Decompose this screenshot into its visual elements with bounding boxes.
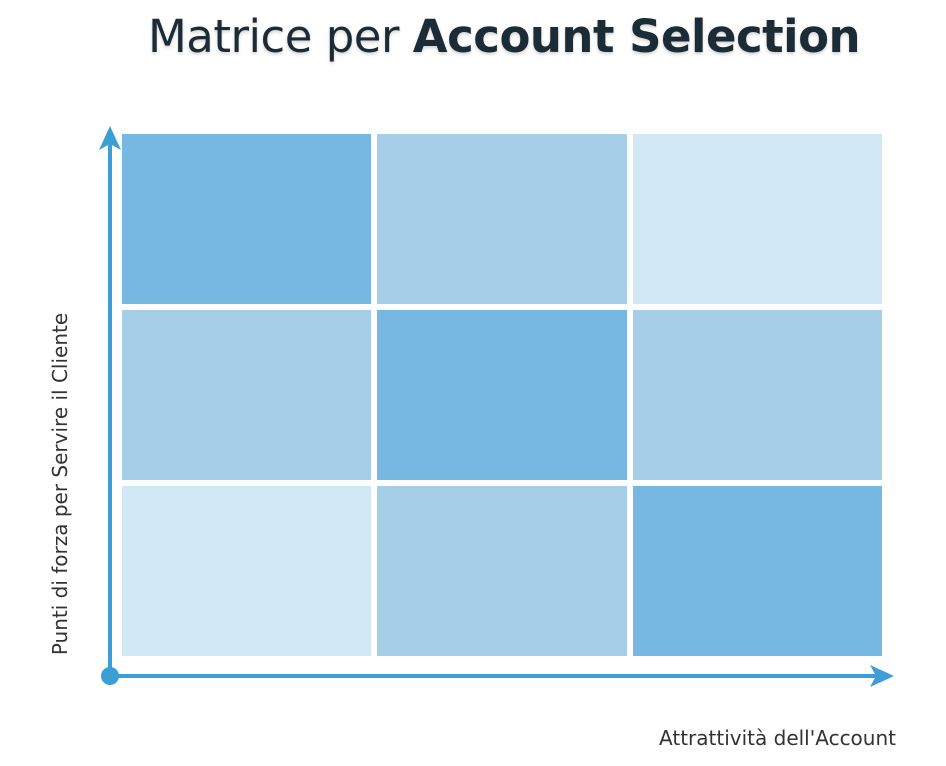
x-axis-arrowhead-icon xyxy=(870,665,894,687)
y-axis-label: Punti di forza per Servire il Cliente xyxy=(48,312,72,656)
y-axis-arrowhead-icon xyxy=(99,126,121,150)
matrix-cell-r3-c2 xyxy=(377,486,627,656)
matrix-cell-r1-c1 xyxy=(122,134,372,304)
matrix-cell-r1-c2 xyxy=(377,134,627,304)
x-axis-label: Attrattività dell'Account xyxy=(659,726,896,750)
matrix-cell-r2-c2 xyxy=(377,310,627,480)
matrix-cell-r2-c3 xyxy=(632,310,882,480)
matrix-cell-r2-c1 xyxy=(122,310,372,480)
matrix-cell-r3-c3 xyxy=(632,486,882,656)
matrix-cell-r1-c3 xyxy=(632,134,882,304)
page-title: Matrice per Account Selection xyxy=(0,6,946,68)
axis-origin-dot xyxy=(101,667,119,685)
title-regular: Matrice per xyxy=(147,10,413,63)
matrix-cell-r3-c1 xyxy=(122,486,372,656)
title-bold: Account Selection xyxy=(412,10,861,63)
matrix-grid xyxy=(122,134,882,656)
